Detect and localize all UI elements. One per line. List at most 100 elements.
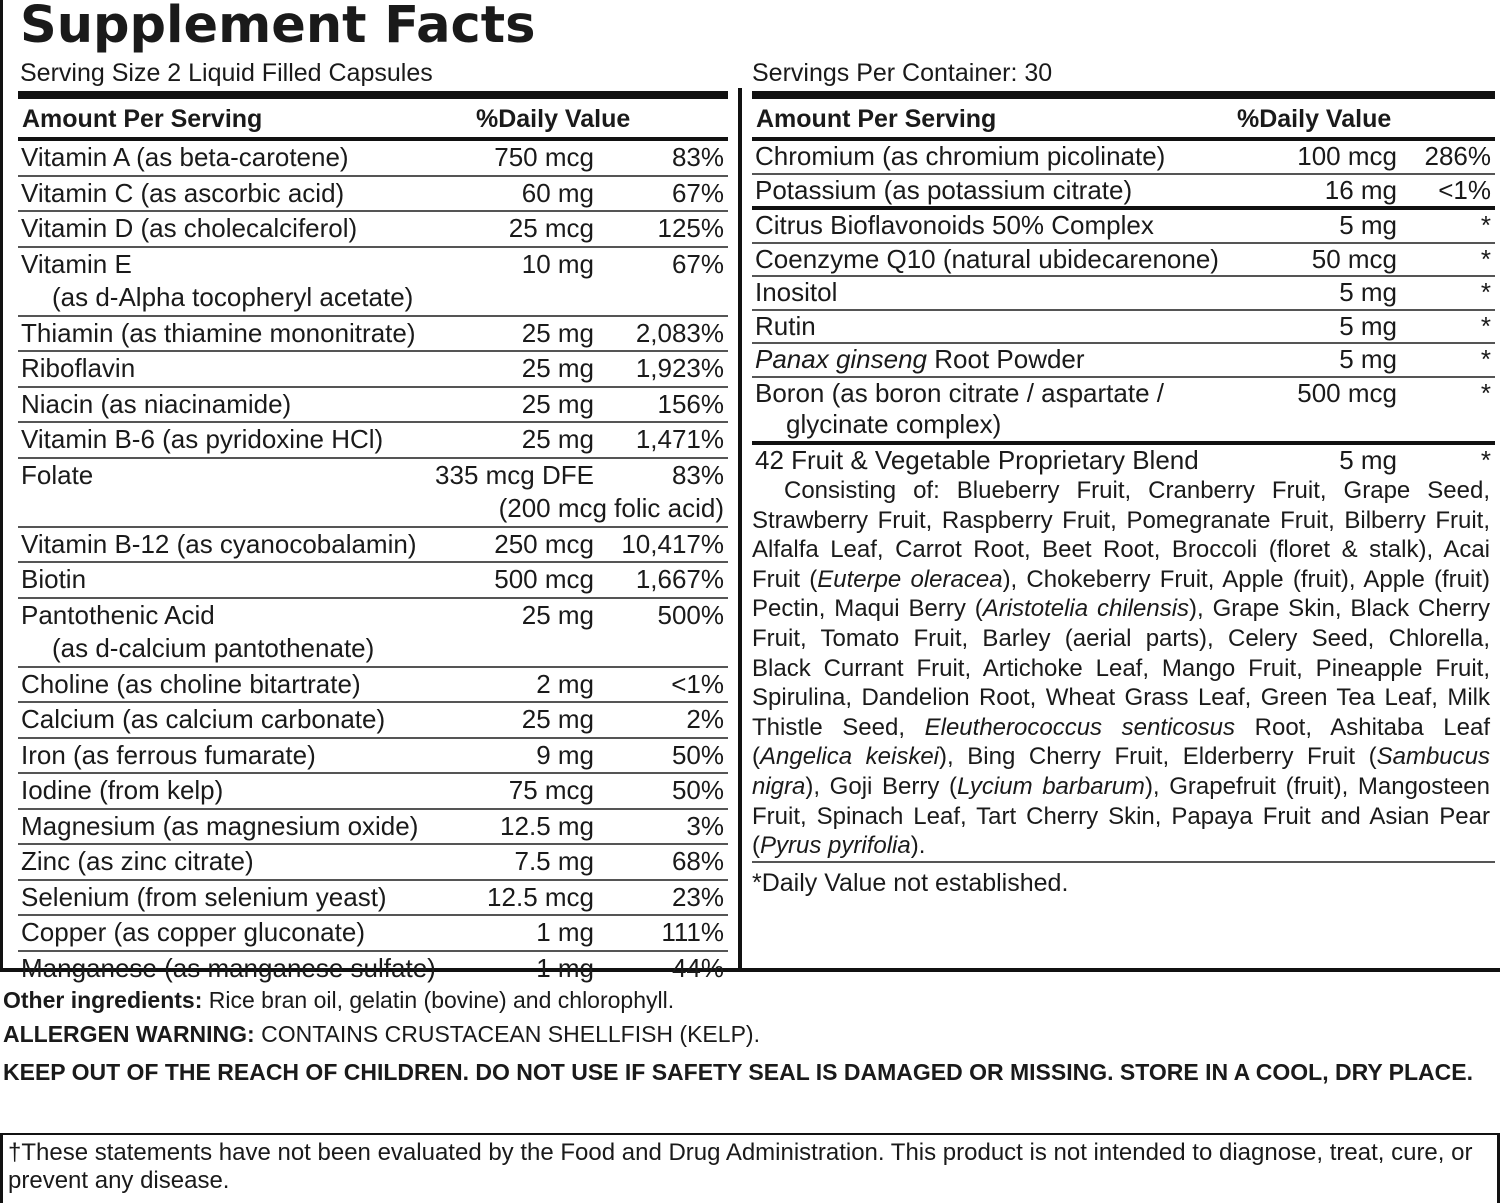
table-row: Choline (as choline bitartrate) 2 mg <1% <box>18 668 728 703</box>
table-row: Zinc (as zinc citrate) 7.5 mg 68% <box>18 845 728 881</box>
amount: 5 mg <box>1339 344 1397 374</box>
nutrient-source: (as d-Alpha tocopheryl acetate) <box>52 282 414 312</box>
amount-note: (200 mcg folic acid) <box>498 493 724 523</box>
daily-value: 1,667% <box>635 564 724 594</box>
table-row: Vitamin B-12 (as cyanocobalamin) 250 mcg 1… <box>18 528 728 563</box>
daily-value: 2% <box>686 704 724 734</box>
name-part: Panax ginseng <box>755 344 928 374</box>
nutrient-name: Vitamin A (as beta-carotene) <box>21 142 349 172</box>
nutrient-name: Thiamin (as thiamine mononitrate) <box>21 317 416 348</box>
table-row: Vitamin B-6 (as pyridoxine HCl) 25 mg 1,47… <box>18 423 728 459</box>
nutrient-name: Vitamin B-12 (as cyanocobalamin) <box>21 528 417 559</box>
table-row: Vitamin A (as beta-carotene) 750 mcg 83% <box>18 141 728 177</box>
row-line: Boron (as boron citrate / aspartate / 500… <box>752 378 1495 410</box>
amount: 25 mcg <box>508 213 594 243</box>
daily-value: * <box>1480 444 1491 475</box>
amount: 5 mg <box>1339 310 1397 341</box>
amount: 1 mg <box>536 952 594 983</box>
label: ALLERGEN WARNING: <box>3 1021 255 1047</box>
amount: 60 mg <box>521 177 594 208</box>
row-line: Vitamin C (as ascorbic acid) 60 mg 67% <box>18 177 728 211</box>
amount: 2 mg <box>536 668 594 699</box>
nutrient-name: Manganese (as manganese sulfate) <box>21 952 436 983</box>
row-line: Vitamin E 10 mg 67% <box>18 248 728 282</box>
text: Rice bran oil, gelatin (bovine) and chlo… <box>202 987 675 1013</box>
nutrient-name: Riboflavin <box>21 353 136 383</box>
daily-value: 83% <box>671 142 724 172</box>
daily-value: <1% <box>1438 174 1491 205</box>
disclaimer: †These statements have not been evaluate… <box>0 1133 1500 1203</box>
daily-value: 286% <box>1424 141 1492 171</box>
allergen-warning: ALLERGEN WARNING: CONTAINS CRUSTACEAN SH… <box>3 1019 760 1049</box>
title: Supplement Facts <box>20 0 536 55</box>
header: Amount Per Serving <box>756 105 997 133</box>
description-part: Pyrus pyrifolia <box>760 832 911 860</box>
daily-value: * <box>1480 243 1491 274</box>
amount: 100 mcg <box>1297 141 1397 171</box>
nutrient-name: Copper (as copper gluconate) <box>21 917 365 947</box>
nutrient-name: Rutin <box>755 310 816 341</box>
nutrient-name: Panax ginseng Root Powder <box>755 344 1085 376</box>
description-part: Consisting of: Blueberry Fruit, Cranberr… <box>752 477 1490 593</box>
amount: 750 mcg <box>494 142 594 172</box>
row-line: Potassium (as potassium citrate) 16 mg <1% <box>752 175 1495 207</box>
table-row: Iodine (from kelp) 75 mcg 50% <box>18 774 728 810</box>
table-row: Folate 335 mcg DFE 83% (200 mcg folic acid) <box>18 459 728 528</box>
nutrient-name: Potassium (as potassium citrate) <box>755 174 1133 205</box>
amount: 250 mcg <box>494 528 594 559</box>
row-line: Chromium (as chromium picolinate) 100 mcg… <box>752 141 1495 173</box>
row-line: Rutin 5 mg * <box>752 311 1495 343</box>
table-row: Iron (as ferrous fumarate) 9 mg 50% <box>18 739 728 774</box>
table-row: Rutin 5 mg * <box>752 311 1495 344</box>
daily-value: 125% <box>657 213 725 243</box>
nutrient-name: Vitamin B-6 (as pyridoxine HCl) <box>21 424 384 454</box>
table-row: Coenzyme Q10 (natural ubidecarenone) 50 m… <box>752 244 1495 277</box>
label: Other ingredients: <box>3 987 203 1013</box>
text: CONTAINS CRUSTACEAN SHELLFISH (KELP). <box>254 1021 760 1047</box>
nutrient-name: Folate <box>21 459 94 490</box>
table-row: Boron (as boron citrate / aspartate / 500… <box>752 378 1495 441</box>
daily-value: 111% <box>661 917 724 947</box>
description-part: Euterpe oleracea <box>817 565 1003 593</box>
daily-value: 500% <box>657 599 725 630</box>
border <box>0 0 3 972</box>
row-line: Biotin 500 mcg 1,667% <box>18 563 728 597</box>
row-line: Manganese (as manganese sulfate) 1 mg 44% <box>18 952 728 986</box>
table-row: Selenium (from selenium yeast) 12.5 mcg 23… <box>18 881 728 916</box>
row-line: Iron (as ferrous fumarate) 9 mg 50% <box>18 739 728 773</box>
row-group: Citrus Bioflavonoids 50% Complex 5 mg * Coe… <box>752 210 1495 445</box>
row-line: Magnesium (as magnesium oxide) 12.5 mg 3% <box>18 810 728 844</box>
description-part: Sambucus nigra <box>752 743 1490 800</box>
daily-value: 2,083% <box>635 317 724 348</box>
amount: 75 mcg <box>508 775 594 805</box>
daily-value: * <box>1480 210 1491 240</box>
table-row: Manganese (as manganese sulfate) 1 mg 44% <box>18 952 728 986</box>
row-line: Selenium (from selenium yeast) 12.5 mcg 23… <box>18 881 728 915</box>
description-part: Angelica keiskei <box>760 743 940 771</box>
amount: 335 mcg DFE <box>435 459 594 490</box>
row-line: Niacin (as niacinamide) 25 mg 156% <box>18 388 728 422</box>
amount: 1 mg <box>536 917 594 947</box>
row-line: Folate 335 mcg DFE 83% <box>18 459 728 493</box>
nutrient-name: Chromium (as chromium picolinate) <box>755 141 1166 171</box>
amount: 50 mcg <box>1311 243 1397 274</box>
daily-value: 10,417% <box>621 528 724 559</box>
amount: 9 mg <box>536 739 594 770</box>
nutrient-table: Amount Per Serving %Daily Value Vitamin A … <box>18 91 728 985</box>
row-line: Calcium (as calcium carbonate) 25 mg 2% <box>18 703 728 737</box>
table-row: Vitamin D (as cholecalciferol) 25 mcg 125% <box>18 212 728 248</box>
header-row: Amount Per Serving %Daily Value <box>752 99 1495 141</box>
description-part: ), Chokeberry Fruit, Apple (fruit), Appl… <box>752 565 1490 623</box>
row-line: 42 Fruit & Vegetable Proprietary Blend 5 … <box>752 445 1495 477</box>
row-line: Coenzyme Q10 (natural ubidecarenone) 50 m… <box>752 244 1495 276</box>
nutrient-name: Iron (as ferrous fumarate) <box>21 739 316 770</box>
row-line: Citrus Bioflavonoids 50% Complex 5 mg * <box>752 210 1495 242</box>
table-row: Pantothenic Acid 25 mg 500% (as d-calcium p… <box>18 599 728 668</box>
header: Amount Per Serving <box>22 105 263 133</box>
daily-value: 156% <box>657 388 725 419</box>
row-line: Vitamin B-6 (as pyridoxine HCl) 25 mg 1,47… <box>18 423 728 457</box>
amount: 500 mcg <box>1297 377 1397 408</box>
amount: 500 mcg <box>494 564 594 594</box>
daily-value: * <box>1480 377 1491 408</box>
amount: 25 mg <box>521 353 594 383</box>
